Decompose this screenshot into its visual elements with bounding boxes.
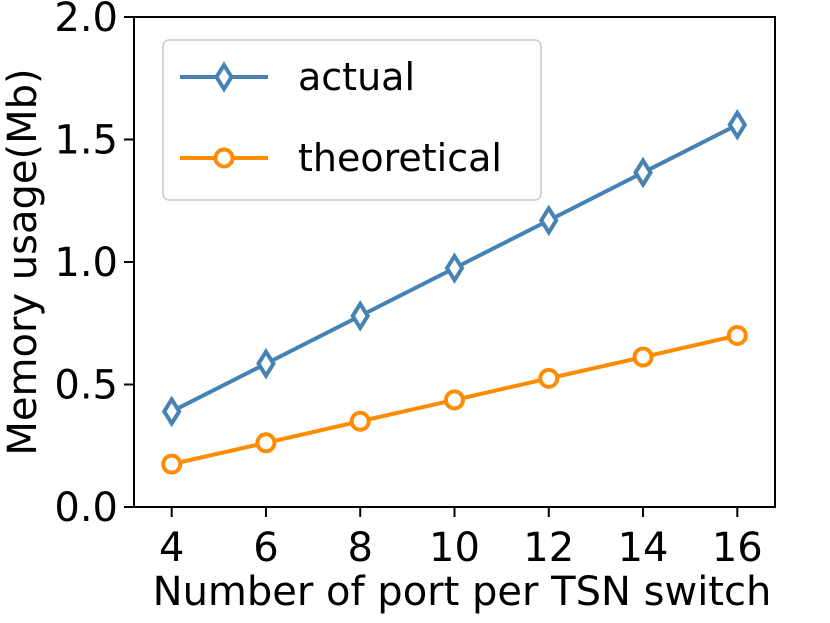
x-tick-label: 6	[253, 525, 278, 571]
legend-entry-actual: actual	[180, 55, 415, 99]
data-point-theoretical	[444, 389, 465, 411]
y-tick-label: 0.0	[54, 485, 118, 531]
series-actual	[161, 109, 748, 428]
legend-entry-theoretical: theoretical	[180, 136, 502, 180]
legend-label: theoretical	[298, 136, 502, 180]
legend-label: actual	[298, 55, 415, 99]
data-point-actual	[538, 204, 559, 237]
data-point-theoretical	[538, 367, 560, 389]
data-point-actual	[350, 300, 371, 332]
data-point-actual	[161, 395, 182, 428]
x-tick-label: 4	[159, 525, 184, 571]
y-tick-label: 0.5	[54, 363, 118, 409]
y-axis: 0.0 0.5 1.0 1.5 2.0	[54, 0, 134, 531]
data-point-actual	[633, 156, 653, 189]
data-point-theoretical	[632, 346, 654, 368]
data-point-actual	[256, 347, 276, 380]
data-point-theoretical	[255, 432, 277, 454]
data-point-theoretical	[349, 410, 371, 432]
x-tick-label: 14	[618, 525, 669, 571]
x-axis: 4 6 8 10 12 14 16	[159, 507, 763, 571]
data-point-theoretical	[726, 325, 748, 346]
series-layer	[161, 109, 748, 475]
y-tick-label: 2.0	[54, 0, 118, 41]
y-tick-label: 1.5	[54, 118, 118, 164]
series-theoretical	[161, 325, 748, 475]
y-tick-label: 1.0	[54, 240, 118, 286]
x-axis-title: Number of port per TSN switch	[153, 569, 772, 615]
x-tick-label: 12	[523, 525, 574, 571]
data-point-actual	[444, 252, 465, 284]
data-point-theoretical	[161, 453, 183, 475]
legend: actual theoretical	[162, 39, 542, 201]
legend-marker	[213, 147, 235, 169]
x-tick-label: 8	[348, 525, 373, 571]
x-tick-label: 10	[429, 525, 480, 571]
legend-marker	[214, 61, 234, 93]
x-tick-label: 16	[712, 525, 763, 571]
y-axis-title: Memory usage(Mb)	[0, 68, 46, 455]
data-point-actual	[727, 109, 748, 141]
